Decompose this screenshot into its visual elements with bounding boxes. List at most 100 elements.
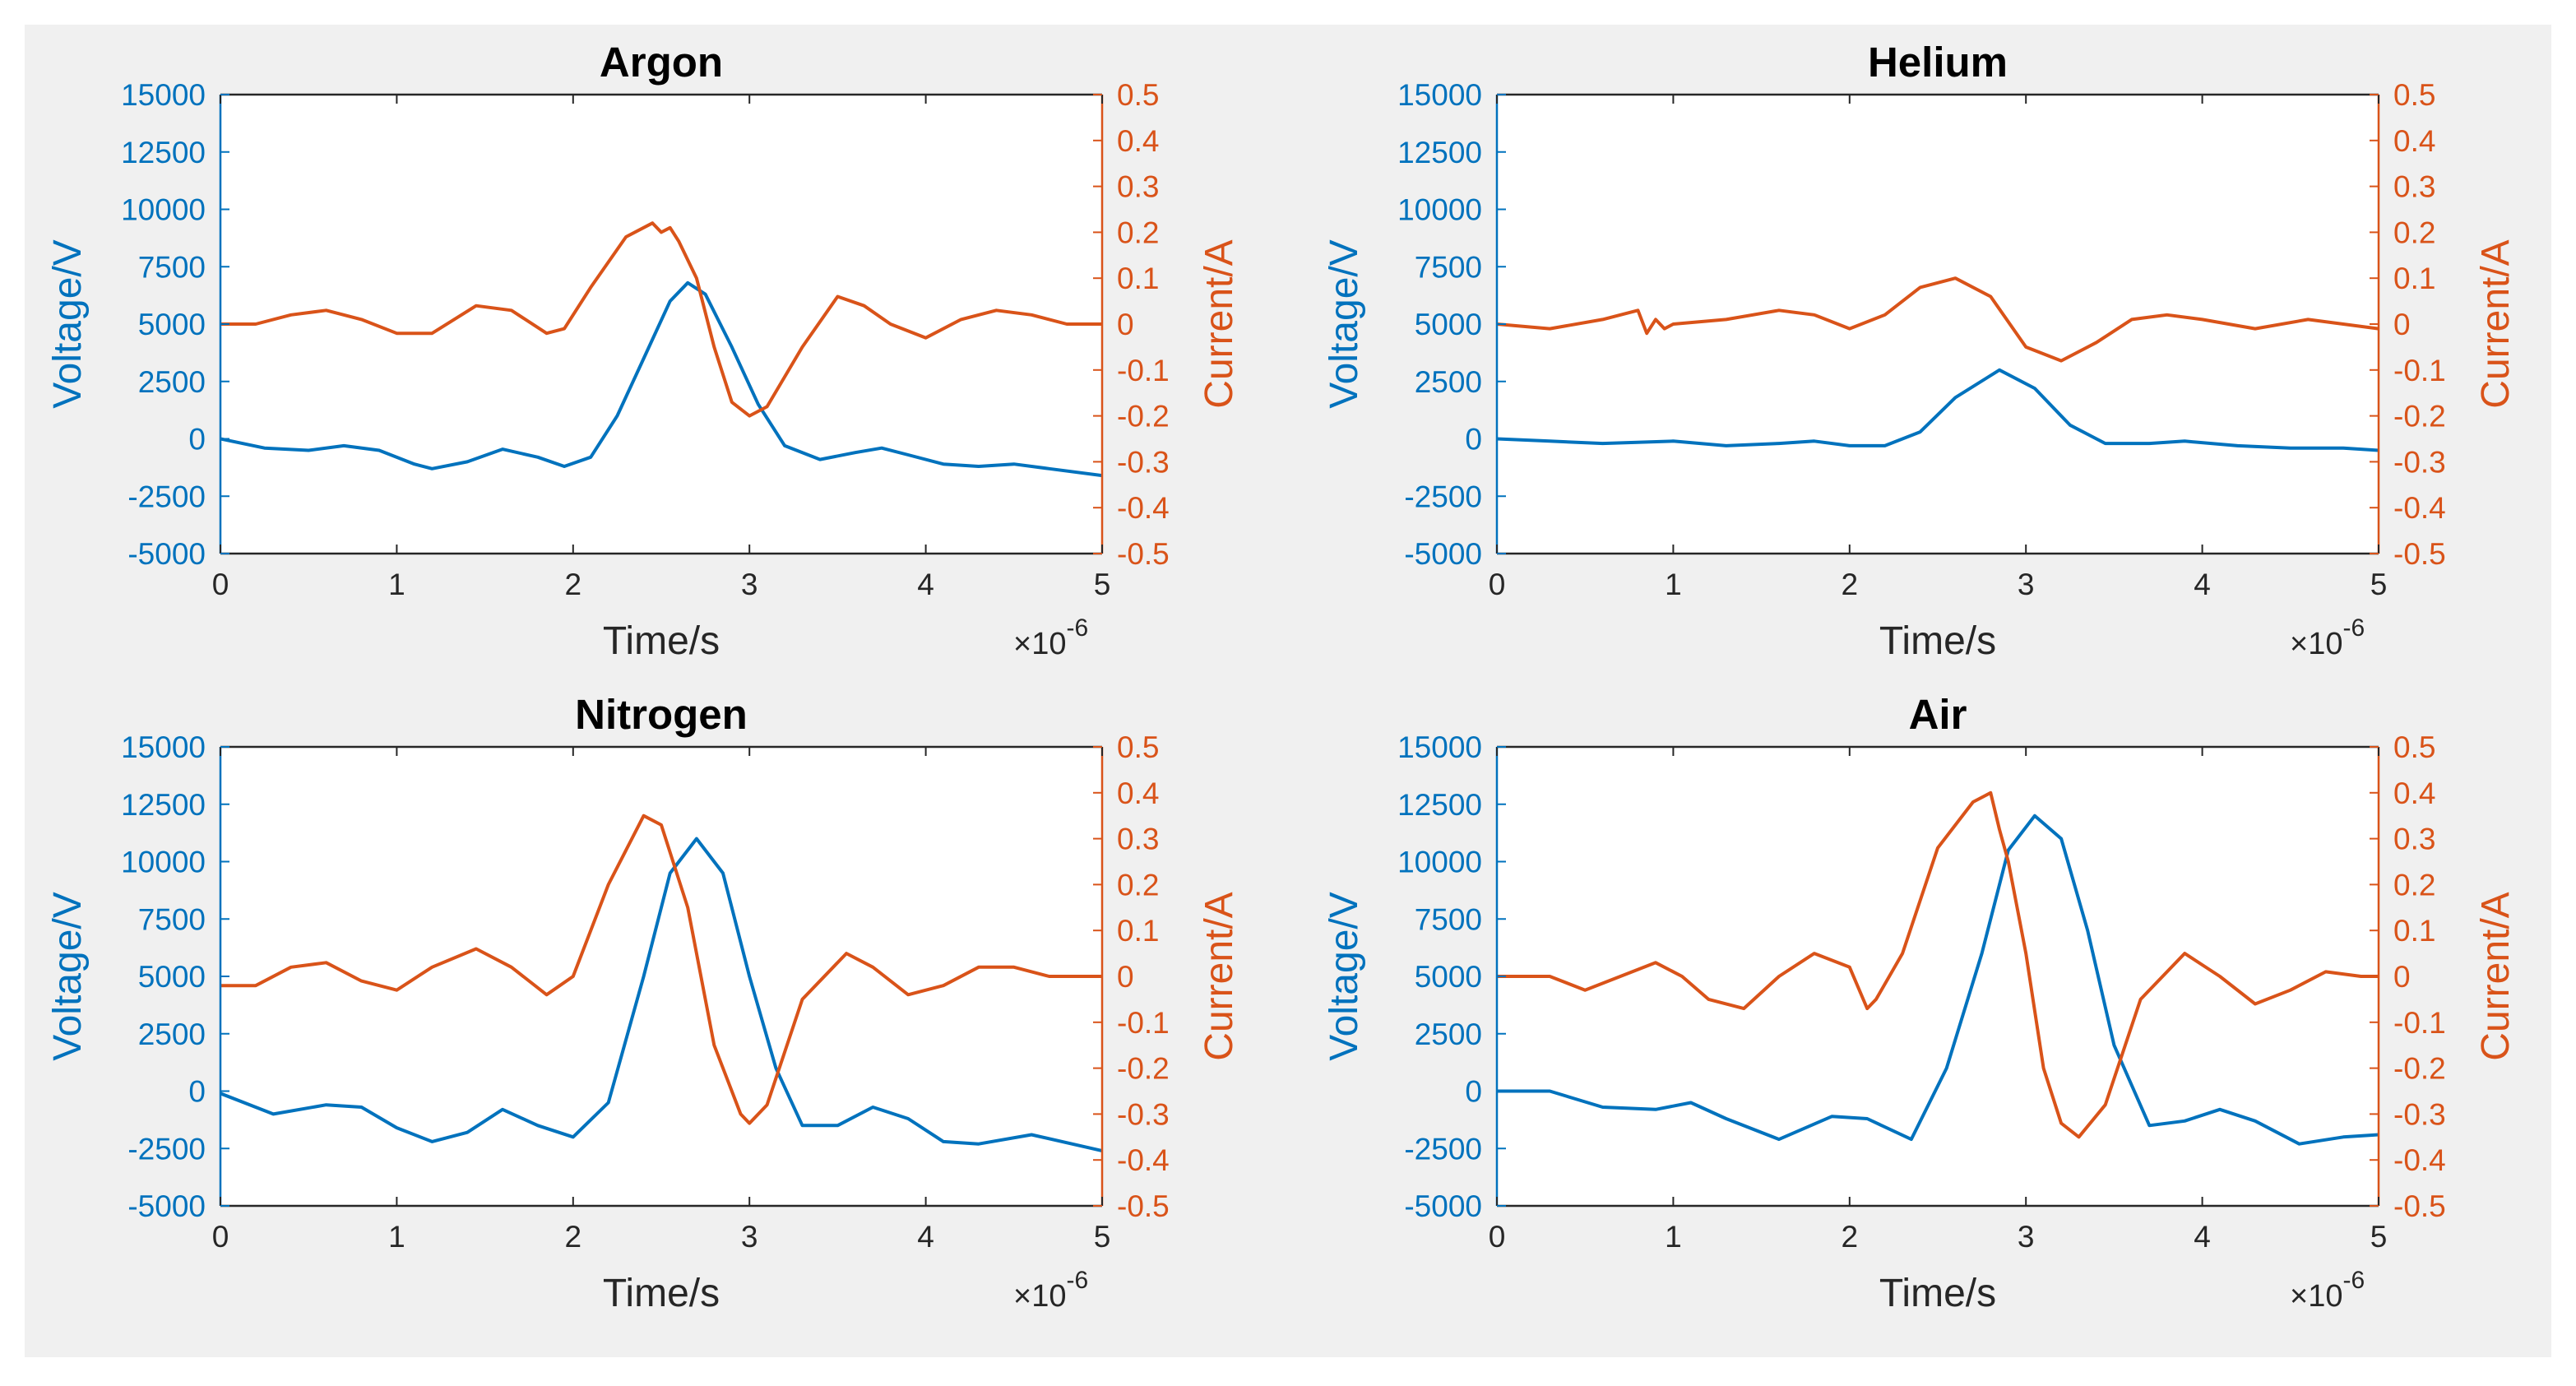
right-tick-label: -0.3	[2393, 1097, 2446, 1131]
right-tick-label: 0	[2393, 960, 2411, 994]
x-tick-label: 0	[1489, 1220, 1506, 1254]
right-tick-label: -0.5	[2393, 537, 2446, 571]
x-tick-label: 2	[565, 1220, 582, 1254]
x-multiplier-base: ×10	[1013, 1279, 1066, 1314]
x-tick-label: 0	[212, 568, 229, 601]
left-tick-label: 12500	[1397, 788, 1482, 822]
right-tick-label: 0	[1117, 308, 1134, 341]
series-group	[1497, 790, 2379, 1146]
plot-area	[1497, 747, 2379, 1206]
right-y-axis-label: Current/A	[1198, 239, 1241, 408]
x-multiplier: ×10-6	[1013, 1267, 1088, 1314]
right-tick-label: 0.1	[1117, 914, 1159, 948]
right-tick-label: -0.4	[2393, 1143, 2446, 1177]
series-line-voltage	[1497, 814, 2379, 1146]
x-multiplier-exponent: -6	[1066, 1267, 1088, 1294]
right-y-axis-label: Current/A	[2474, 239, 2518, 408]
left-y-axis-label: Voltage/V	[46, 239, 90, 409]
right-tick-label: 0.5	[1117, 78, 1159, 112]
left-tick-label: 2500	[1415, 365, 1482, 399]
right-tick-label: 0.2	[2393, 216, 2435, 249]
chart-title: Helium	[1868, 39, 2008, 86]
x-tick-label: 3	[2018, 1220, 2035, 1254]
left-tick-label: -5000	[1404, 1189, 1482, 1223]
x-tick-label: 4	[917, 568, 934, 601]
x-tick-label: 5	[2370, 568, 2388, 601]
x-tick-label: 1	[1665, 568, 1682, 601]
right-tick-label: 0.1	[2393, 914, 2435, 948]
right-tick-label: 0.5	[2393, 730, 2435, 764]
x-tick-label: 0	[1489, 568, 1506, 601]
left-tick-label: 5000	[138, 308, 206, 341]
left-tick-label: 12500	[121, 788, 206, 822]
series-line-current	[220, 814, 1102, 1125]
right-tick-label: 0.1	[1117, 262, 1159, 295]
x-multiplier-base: ×10	[1013, 627, 1066, 661]
right-tick-label: 0	[1117, 960, 1134, 994]
left-tick-label: 2500	[1415, 1017, 1482, 1051]
x-tick-label: 4	[917, 1220, 934, 1254]
x-tick-label: 2	[565, 568, 582, 601]
right-y-axis-label: Current/A	[2474, 892, 2518, 1060]
x-tick-label: 3	[2018, 568, 2035, 601]
subplot-nitrogen: 0 1 2 3 4 5 -5000 -2500 0 2500 5000 7500 10000 12500 1…	[46, 691, 1241, 1315]
left-tick-label: 7500	[138, 902, 206, 936]
left-tick-label: 2500	[138, 365, 206, 399]
x-multiplier-exponent: -6	[2342, 614, 2365, 642]
series-line-current	[1497, 276, 2379, 363]
series-line-voltage	[220, 837, 1102, 1152]
x-tick-label: 1	[388, 568, 405, 601]
right-tick-label: 0.5	[2393, 78, 2435, 112]
subplot-air: 0 1 2 3 4 5 -5000 -2500 0 2500 5000 7500 10000 12500 1…	[1323, 691, 2518, 1315]
right-tick-label: 0.1	[2393, 262, 2435, 295]
series-group	[220, 814, 1102, 1152]
x-multiplier-base: ×10	[2290, 627, 2342, 661]
left-tick-label: 10000	[121, 193, 206, 227]
right-tick-label: -0.4	[1117, 491, 1170, 525]
left-tick-label: -2500	[1404, 1132, 1482, 1166]
left-tick-label: 15000	[1397, 730, 1482, 764]
x-tick-label: 2	[1842, 1220, 1859, 1254]
right-tick-label: -0.3	[2393, 445, 2446, 479]
x-axis-label: Time/s	[603, 619, 720, 663]
series-group	[1497, 276, 2379, 452]
right-tick-label: 0.2	[1117, 868, 1159, 902]
x-tick-label: 2	[1842, 568, 1859, 601]
x-tick-label: 3	[741, 1220, 758, 1254]
x-tick-label: 1	[388, 1220, 405, 1254]
series-line-current	[220, 221, 1102, 418]
x-tick-label: 4	[2194, 1220, 2211, 1254]
left-tick-label: -2500	[127, 1132, 206, 1166]
left-tick-label: 5000	[1415, 960, 1482, 994]
series-line-voltage	[1497, 368, 2379, 452]
right-tick-label: 0.3	[1117, 170, 1159, 204]
right-tick-label: -0.5	[2393, 1189, 2446, 1223]
right-tick-label: -0.2	[1117, 400, 1170, 433]
x-tick-label: 5	[1094, 568, 1111, 601]
right-tick-label: -0.3	[1117, 445, 1170, 479]
left-y-axis-label: Voltage/V	[1323, 239, 1366, 409]
right-tick-label: 0	[2393, 308, 2411, 341]
left-tick-label: -5000	[127, 1189, 206, 1223]
left-tick-label: 7500	[1415, 902, 1482, 936]
right-tick-label: -0.3	[1117, 1097, 1170, 1131]
left-tick-label: 2500	[138, 1017, 206, 1051]
left-tick-label: -5000	[127, 537, 206, 571]
x-multiplier-exponent: -6	[2342, 1267, 2365, 1294]
x-tick-label: 5	[1094, 1220, 1111, 1254]
left-tick-label: 15000	[121, 78, 206, 112]
series-line-current	[1497, 790, 2379, 1139]
left-tick-label: 10000	[121, 846, 206, 879]
left-tick-label: 0	[1465, 423, 1482, 457]
x-tick-label: 3	[741, 568, 758, 601]
x-tick-label: 4	[2194, 568, 2211, 601]
left-tick-label: 0	[1465, 1075, 1482, 1109]
left-tick-label: 12500	[1397, 136, 1482, 169]
left-y-axis-label: Voltage/V	[1323, 892, 1366, 1061]
x-multiplier-base: ×10	[2290, 1279, 2342, 1314]
right-tick-label: -0.4	[1117, 1143, 1170, 1177]
right-tick-label: -0.1	[2393, 354, 2446, 387]
left-tick-label: 0	[188, 1075, 206, 1109]
